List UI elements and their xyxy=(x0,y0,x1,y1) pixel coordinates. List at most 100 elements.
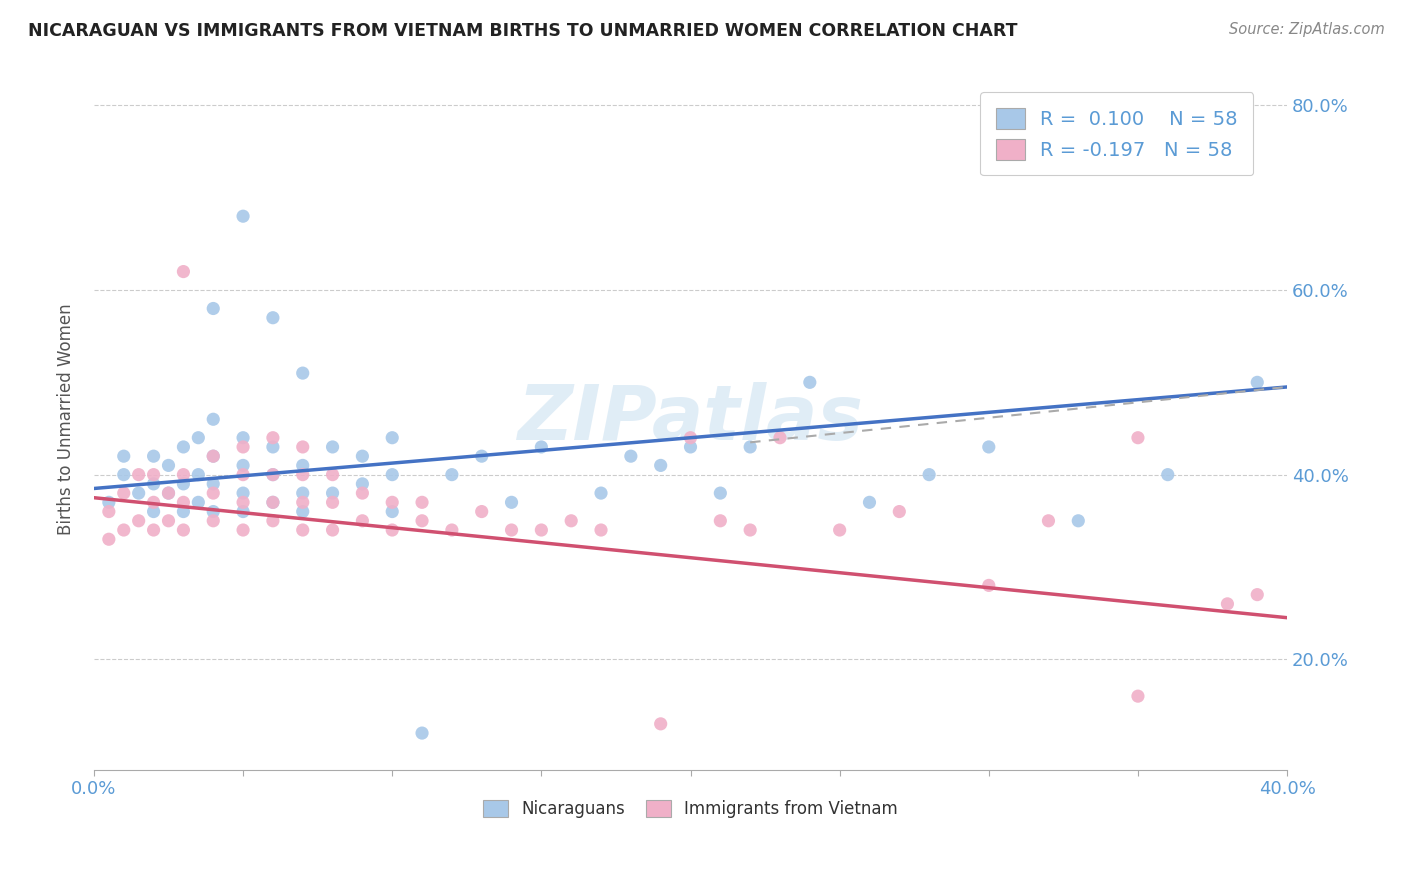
Point xyxy=(411,726,433,740)
Point xyxy=(142,449,165,463)
Point xyxy=(679,431,702,445)
Point xyxy=(291,366,314,380)
Point xyxy=(440,523,463,537)
Point xyxy=(172,495,194,509)
Point xyxy=(709,486,731,500)
Legend: Nicaraguans, Immigrants from Vietnam: Nicaraguans, Immigrants from Vietnam xyxy=(477,793,904,825)
Point xyxy=(232,504,254,518)
Point xyxy=(112,467,135,482)
Point xyxy=(157,514,180,528)
Point xyxy=(1067,514,1090,528)
Point xyxy=(1157,467,1180,482)
Point xyxy=(142,523,165,537)
Point xyxy=(889,504,911,518)
Point xyxy=(128,514,150,528)
Point xyxy=(262,495,284,509)
Point xyxy=(187,467,209,482)
Point xyxy=(1126,689,1149,703)
Point xyxy=(291,523,314,537)
Point xyxy=(172,440,194,454)
Point xyxy=(112,523,135,537)
Point xyxy=(769,431,792,445)
Text: NICARAGUAN VS IMMIGRANTS FROM VIETNAM BIRTHS TO UNMARRIED WOMEN CORRELATION CHAR: NICARAGUAN VS IMMIGRANTS FROM VIETNAM BI… xyxy=(28,22,1018,40)
Point xyxy=(202,476,225,491)
Point xyxy=(157,458,180,473)
Point xyxy=(381,495,404,509)
Point xyxy=(977,440,1000,454)
Point xyxy=(157,486,180,500)
Point xyxy=(172,476,194,491)
Point xyxy=(828,523,851,537)
Point xyxy=(440,467,463,482)
Point xyxy=(650,458,672,473)
Point xyxy=(620,449,643,463)
Point xyxy=(322,495,344,509)
Point xyxy=(1246,376,1268,390)
Point xyxy=(291,467,314,482)
Point xyxy=(291,495,314,509)
Point xyxy=(709,514,731,528)
Point xyxy=(232,486,254,500)
Point xyxy=(411,495,433,509)
Point xyxy=(202,514,225,528)
Text: ZIPatlas: ZIPatlas xyxy=(517,383,863,457)
Point xyxy=(291,486,314,500)
Point xyxy=(918,467,941,482)
Point xyxy=(471,504,494,518)
Point xyxy=(232,458,254,473)
Point xyxy=(262,495,284,509)
Point xyxy=(232,523,254,537)
Point xyxy=(172,264,194,278)
Point xyxy=(560,514,582,528)
Point xyxy=(679,440,702,454)
Point xyxy=(799,376,821,390)
Point xyxy=(202,486,225,500)
Point xyxy=(858,495,880,509)
Point xyxy=(262,514,284,528)
Point xyxy=(128,486,150,500)
Point xyxy=(291,458,314,473)
Point xyxy=(381,523,404,537)
Point xyxy=(322,440,344,454)
Point xyxy=(977,578,1000,592)
Point xyxy=(187,431,209,445)
Point xyxy=(172,467,194,482)
Point xyxy=(262,440,284,454)
Text: Source: ZipAtlas.com: Source: ZipAtlas.com xyxy=(1229,22,1385,37)
Point xyxy=(262,431,284,445)
Point xyxy=(262,467,284,482)
Point xyxy=(381,467,404,482)
Point xyxy=(589,523,612,537)
Point xyxy=(232,467,254,482)
Point xyxy=(128,467,150,482)
Point xyxy=(471,449,494,463)
Point xyxy=(142,495,165,509)
Point xyxy=(112,486,135,500)
Point xyxy=(142,467,165,482)
Point xyxy=(1246,588,1268,602)
Point xyxy=(740,523,762,537)
Point xyxy=(381,504,404,518)
Point xyxy=(97,504,120,518)
Point xyxy=(157,486,180,500)
Point xyxy=(352,486,374,500)
Point xyxy=(232,495,254,509)
Point xyxy=(589,486,612,500)
Point xyxy=(501,495,523,509)
Point xyxy=(322,523,344,537)
Point xyxy=(322,486,344,500)
Point xyxy=(112,449,135,463)
Point xyxy=(1216,597,1239,611)
Point xyxy=(202,412,225,426)
Point xyxy=(262,467,284,482)
Point xyxy=(202,449,225,463)
Point xyxy=(232,440,254,454)
Point xyxy=(352,514,374,528)
Point xyxy=(97,533,120,547)
Point xyxy=(97,495,120,509)
Point xyxy=(202,301,225,316)
Point xyxy=(262,310,284,325)
Point xyxy=(232,431,254,445)
Point xyxy=(530,523,553,537)
Point xyxy=(322,467,344,482)
